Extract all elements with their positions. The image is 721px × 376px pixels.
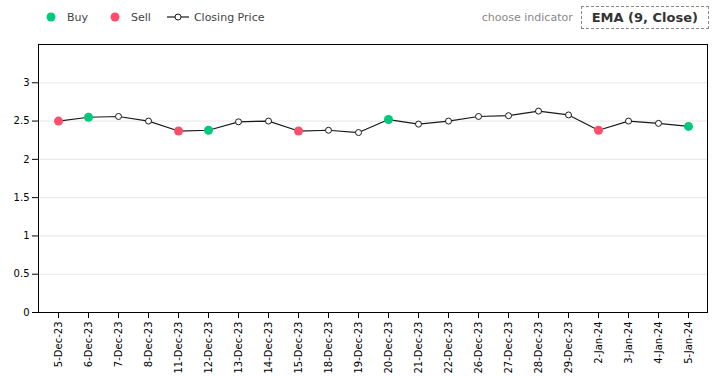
svg-text:3: 3 bbox=[23, 77, 29, 88]
html-text:choose indicator: choose indicator bbox=[481, 10, 573, 24]
svg-text:2-Jan-24: 2-Jan-24 bbox=[593, 322, 604, 364]
svg-text:2: 2 bbox=[23, 154, 29, 165]
svg-text:1: 1 bbox=[23, 230, 29, 241]
html-text:Sell: Sell bbox=[131, 10, 151, 24]
svg-text:3-Jan-24: 3-Jan-24 bbox=[623, 322, 634, 364]
svg-text:4-Jan-24: 4-Jan-24 bbox=[653, 322, 664, 364]
svg-text:13-Dec-23: 13-Dec-23 bbox=[233, 322, 244, 374]
svg-text:26-Dec-23: 26-Dec-23 bbox=[473, 322, 484, 374]
svg-text:21-Dec-23: 21-Dec-23 bbox=[413, 322, 424, 374]
svg-text:29-Dec-23: 29-Dec-23 bbox=[563, 322, 574, 374]
svg-text:0.5: 0.5 bbox=[14, 268, 30, 279]
svg-text:19-Dec-23: 19-Dec-23 bbox=[353, 322, 364, 374]
svg-text:15-Dec-23: 15-Dec-23 bbox=[293, 322, 304, 374]
svg-text:11-Dec-23: 11-Dec-23 bbox=[173, 322, 184, 374]
svg-text:6-Dec-23: 6-Dec-23 bbox=[83, 322, 94, 368]
html-text:Closing Price: Closing Price bbox=[193, 10, 265, 24]
html-text:Buy: Buy bbox=[67, 10, 88, 24]
svg-text:28-Dec-23: 28-Dec-23 bbox=[533, 322, 544, 374]
svg-text:20-Dec-23: 20-Dec-23 bbox=[383, 322, 394, 374]
svg-text:7-Dec-23: 7-Dec-23 bbox=[113, 322, 124, 368]
svg-text:2.5: 2.5 bbox=[14, 115, 30, 126]
svg-text:22-Dec-23: 22-Dec-23 bbox=[443, 322, 454, 374]
svg-text:0: 0 bbox=[23, 307, 29, 318]
svg-text:5-Jan-24: 5-Jan-24 bbox=[683, 322, 694, 364]
svg-text:27-Dec-23: 27-Dec-23 bbox=[503, 322, 514, 374]
svg-text:1.5: 1.5 bbox=[14, 192, 30, 203]
svg-text:5-Dec-23: 5-Dec-23 bbox=[53, 322, 64, 368]
svg-text:12-Dec-23: 12-Dec-23 bbox=[203, 322, 214, 374]
svg-text:8-Dec-23: 8-Dec-23 bbox=[143, 322, 154, 368]
svg-text:18-Dec-23: 18-Dec-23 bbox=[323, 322, 334, 374]
html-text:EMA (9, Close): EMA (9, Close) bbox=[591, 9, 698, 25]
svg-text:14-Dec-23: 14-Dec-23 bbox=[263, 322, 274, 374]
